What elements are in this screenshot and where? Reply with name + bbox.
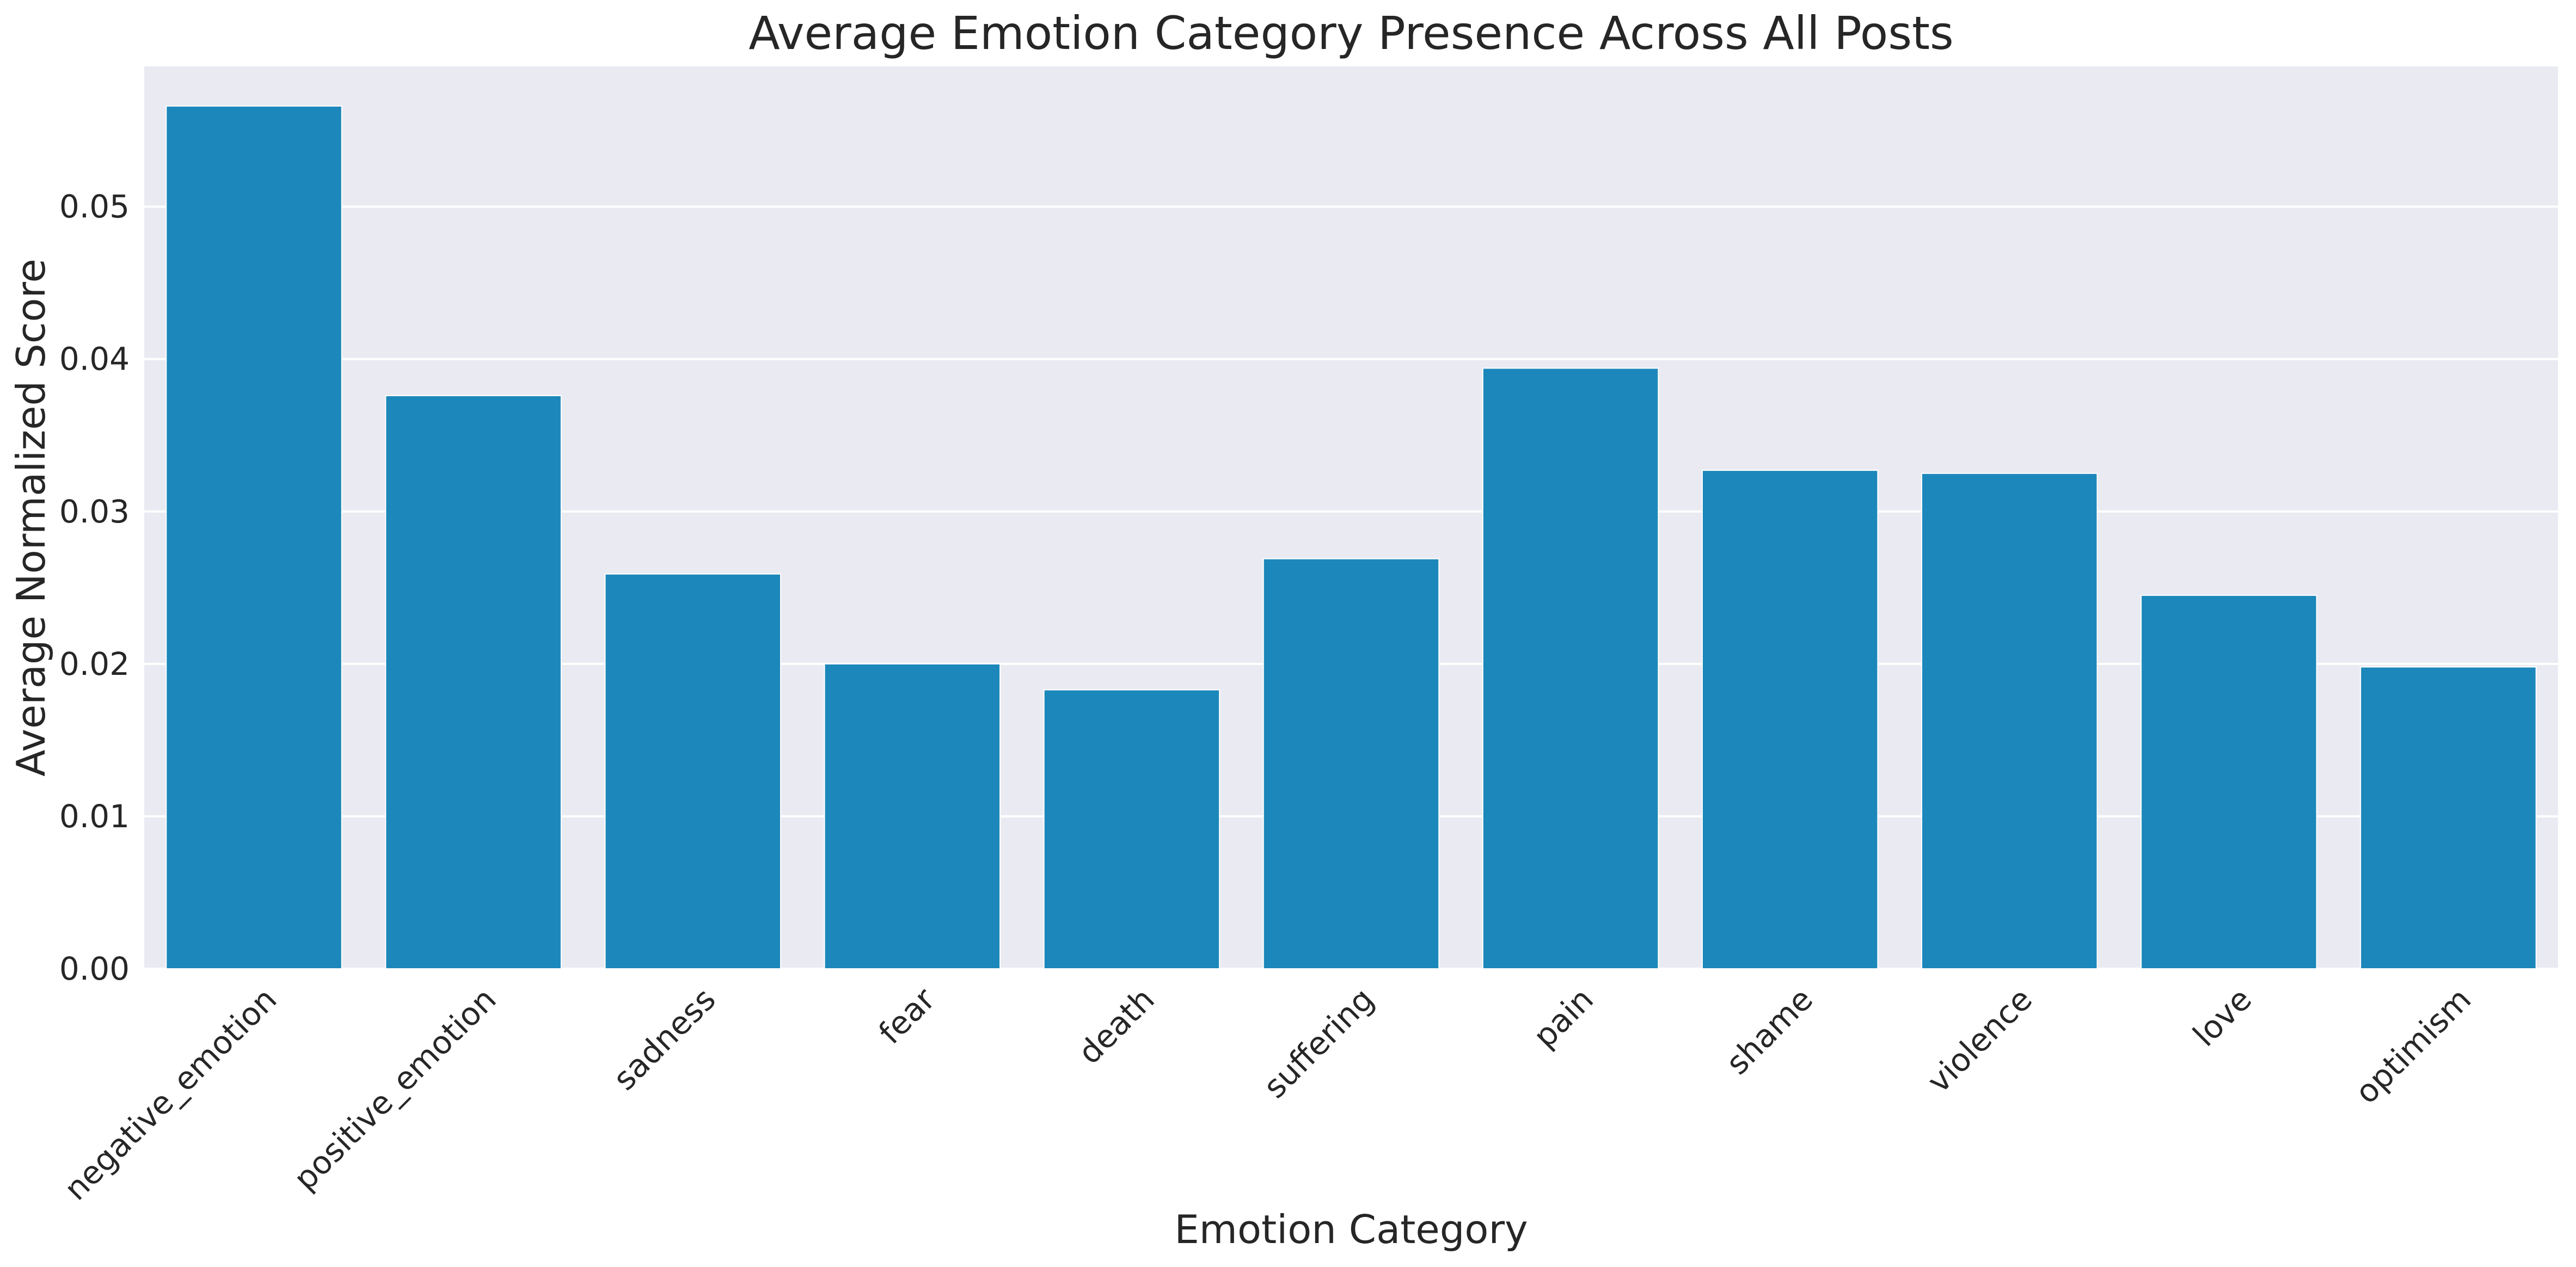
x-tick-label: suffering [1256,981,1381,1105]
bar-death [1043,689,1220,969]
bar-love [2140,594,2317,969]
y-axis-ticks: 0.00 0.01 0.02 0.03 0.04 0.05 [59,188,130,987]
bar-shame [1701,470,1879,969]
y-tick-label: 0.05 [59,188,130,225]
x-tick-label: violence [1920,981,2039,1100]
y-axis-label: Average Normalized Score [8,259,54,776]
bar-positive-emotion [385,395,562,969]
x-tick-label: death [1071,981,1162,1072]
bar-pain [1482,367,1659,969]
chart-title: Average Emotion Category Presence Across… [749,7,1954,60]
x-tick-label: love [2186,981,2259,1054]
bar-sadness [604,573,781,969]
bar-fear [824,663,1001,969]
x-tick-label: pain [1526,981,1600,1055]
bars [165,105,2537,970]
y-tick-label: 0.01 [59,798,130,835]
x-tick-label: negative_emotion [57,981,284,1208]
y-tick-label: 0.00 [59,950,130,987]
x-tick-label: sadness [606,981,723,1098]
bar-suffering [1262,558,1440,970]
x-tick-label: shame [1719,981,1820,1082]
x-axis-ticks: negative_emotion positive_emotion sadness f… [57,981,2479,1208]
x-tick-label: positive_emotion [286,981,503,1197]
x-tick-label: optimism [2348,981,2478,1111]
y-tick-label: 0.03 [59,493,130,530]
x-axis-label: Emotion Category [1174,1207,1528,1252]
y-tick-label: 0.02 [59,645,130,682]
y-tick-label: 0.04 [59,341,130,378]
bar-negative-emotion [165,105,342,969]
bar-optimism [2360,666,2537,969]
x-tick-label: fear [872,981,942,1051]
bar-violence [1921,472,2098,969]
